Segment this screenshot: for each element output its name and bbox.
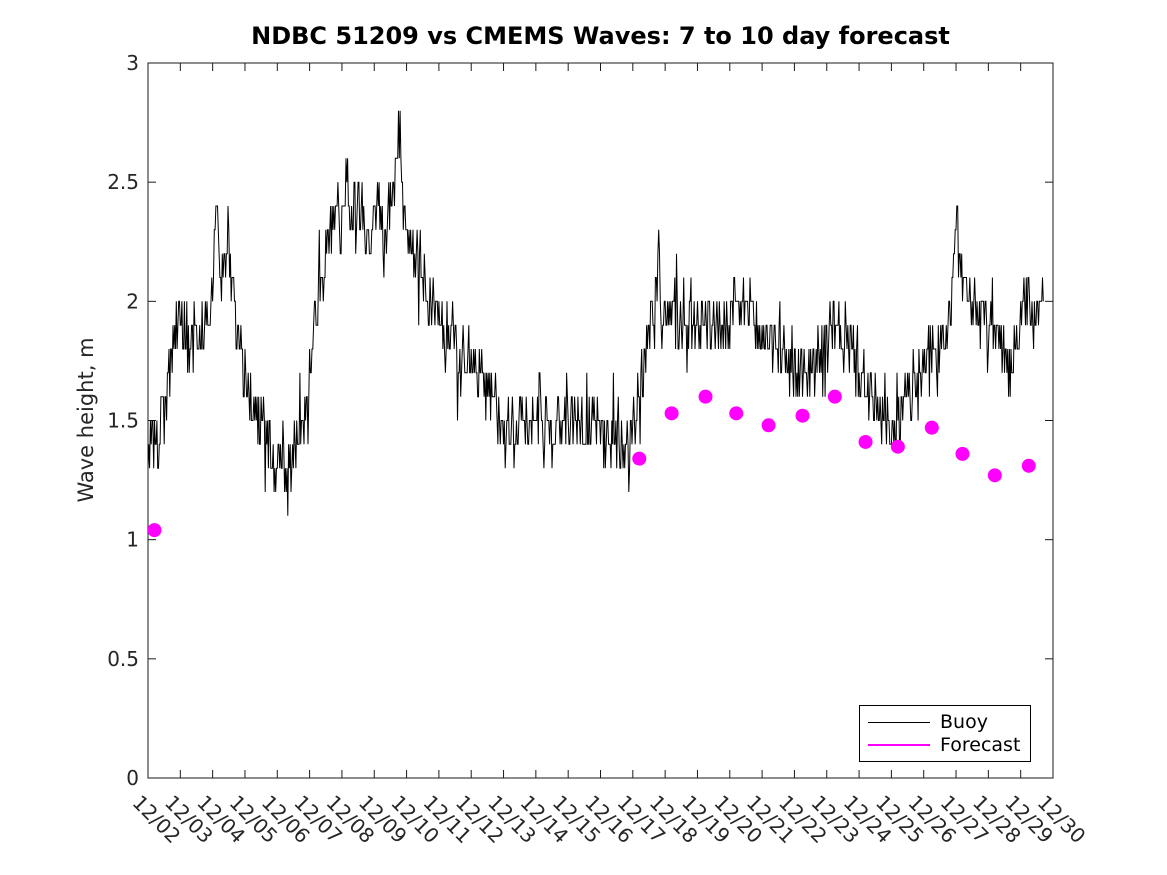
legend-label-forecast: Forecast — [940, 733, 1021, 756]
forecast-start-marker — [987, 468, 1002, 483]
forecast-start-marker — [924, 420, 939, 435]
forecast-start-marker — [890, 439, 905, 454]
y-tick-label: 0.5 — [107, 647, 139, 671]
y-tick-label: 1 — [126, 528, 139, 552]
legend-entry-buoy: Buoy — [860, 710, 1030, 733]
y-tick-label: 0 — [126, 766, 139, 790]
forecast-start-marker — [827, 389, 842, 404]
forecast-start-marker — [858, 434, 873, 449]
forecast-start-marker — [632, 451, 647, 466]
forecast-start-marker — [148, 523, 162, 538]
legend-entry-forecast: Forecast — [860, 733, 1030, 756]
y-tick-label: 2 — [126, 289, 139, 313]
forecast-start-marker — [955, 446, 970, 461]
y-tick-label: 2.5 — [107, 170, 139, 194]
y-tick-label: 1.5 — [107, 409, 139, 433]
forecast-start-marker — [761, 418, 776, 433]
y-tick-label: 3 — [126, 51, 139, 75]
legend-box: Buoy Forecast — [859, 705, 1031, 762]
forecast-start-marker — [698, 389, 713, 404]
chart-title: NDBC 51209 vs CMEMS Waves: 7 to 10 day f… — [251, 22, 950, 50]
y-axis-label: Wave height, m — [74, 337, 98, 503]
axes-box — [147, 62, 1054, 779]
legend-label-buoy: Buoy — [940, 710, 988, 733]
forecast-line-swatch — [868, 744, 930, 746]
forecast-start-marker — [729, 406, 744, 421]
forecast-start-marker — [1021, 458, 1036, 473]
forecast-start-marker — [664, 406, 679, 421]
buoy-line — [148, 110, 1044, 516]
buoy-line-swatch — [868, 721, 930, 723]
forecast-start-marker — [795, 408, 810, 423]
forecast-lines — [148, 389, 1036, 538]
